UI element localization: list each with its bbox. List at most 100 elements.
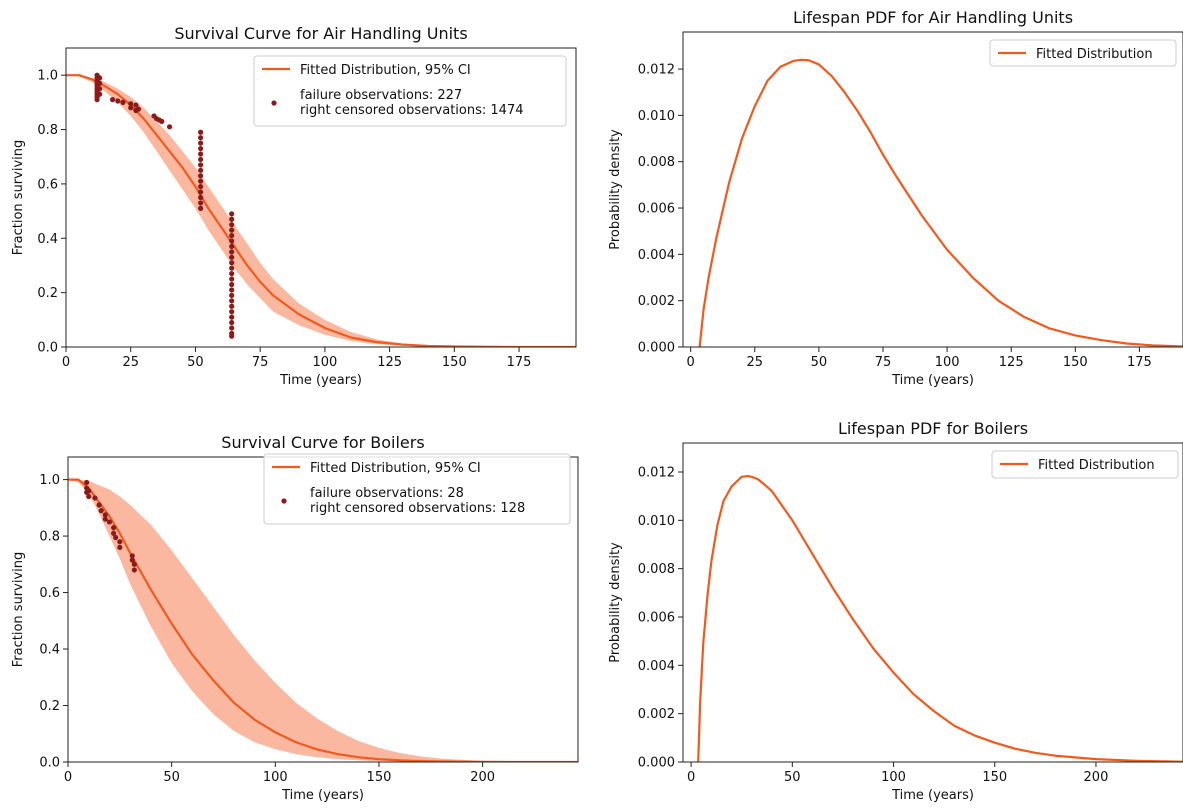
y-tick-label: 0.000 (638, 341, 675, 356)
chart-panel-2: 0 25 50 75 100 125 150 175 0.000 0.002 0.004 0.006 0… (608, 8, 1183, 388)
y-tick-label: 0.0 (39, 756, 60, 771)
observation-point (133, 102, 139, 108)
observation-point (229, 298, 235, 304)
fitted-distribution-line (68, 478, 578, 762)
observation-point (92, 495, 98, 501)
chart-title: Survival Curve for Air Handling Units (174, 24, 467, 43)
observation-point (229, 232, 235, 239)
fitted-distribution-line (698, 58, 1183, 347)
y-axis-label: Fraction surviving (11, 552, 26, 667)
observation-point (198, 173, 204, 179)
x-tick-label: 25 (747, 355, 764, 370)
observation-point (229, 265, 235, 271)
y-tick-label: 0.8 (39, 530, 60, 545)
observation-point (94, 97, 100, 103)
x-tick-label: 200 (1084, 770, 1109, 785)
x-tick-label: 150 (982, 770, 1007, 785)
chart-panel-4: 0 50 100 150 200 0.000 0.002 0.004 0.006 0.008 0.0… (608, 419, 1183, 803)
x-tick-label: 125 (377, 355, 402, 370)
observation-point (229, 281, 235, 288)
observation-point (111, 525, 117, 531)
x-tick-label: 200 (470, 770, 495, 785)
x-tick-label: 100 (312, 355, 337, 370)
observation-point (229, 309, 235, 315)
observation-point (117, 544, 123, 550)
observation-point (229, 303, 235, 309)
observation-point (86, 493, 92, 500)
x-tick-label: 150 (367, 770, 392, 785)
observation-point (229, 254, 235, 260)
observation-point (96, 502, 102, 508)
y-axis-label: Probability density (608, 129, 623, 250)
x-tick-label: 100 (881, 770, 906, 785)
x-tick-label: 75 (252, 355, 269, 370)
y-tick-label: 0.006 (638, 202, 675, 217)
observation-point (198, 140, 204, 146)
observation-point (198, 184, 204, 190)
plot-area (66, 72, 576, 347)
y-tick-label: 0.4 (39, 643, 60, 658)
x-tick-label: 50 (163, 770, 180, 785)
observation-point (115, 98, 121, 104)
observation-point (159, 118, 165, 124)
y-tick-label: 0.000 (638, 756, 675, 771)
observation-point (229, 216, 235, 222)
observation-point (97, 86, 103, 92)
observation-point (131, 561, 137, 567)
legend: Fitted Distribution, 95% CI failure obser… (263, 453, 571, 525)
observation-point (131, 567, 137, 573)
observation-point (102, 512, 108, 518)
plot-area (697, 475, 1183, 762)
observation-point (109, 97, 116, 103)
x-tick-label: 125 (999, 355, 1024, 370)
plot-area (68, 478, 578, 762)
y-tick-label: 0.6 (39, 586, 60, 601)
observation-point (229, 319, 235, 326)
ci-band (68, 479, 578, 762)
y-tick-label: 1.0 (39, 473, 60, 488)
observation-point (229, 238, 235, 244)
y-axis-label: Probability density (608, 542, 623, 663)
x-tick-label: 50 (784, 770, 801, 785)
observation-point (198, 189, 204, 195)
y-tick-label: 0.010 (638, 109, 675, 124)
y-tick-label: 0.008 (638, 155, 675, 170)
observation-point (198, 200, 204, 206)
observation-point (198, 156, 204, 163)
legend-point-swatch (281, 498, 287, 504)
observation-point (198, 162, 204, 168)
observation-point (198, 135, 204, 141)
y-tick-label: 0.2 (39, 699, 60, 714)
observation-point (198, 167, 204, 173)
fitted-distribution-line (697, 475, 1183, 762)
observation-point (106, 519, 113, 525)
observation-point (229, 314, 235, 320)
y-tick-label: 0.6 (37, 177, 58, 192)
x-tick-label: 50 (811, 355, 828, 370)
chart-title: Lifespan PDF for Air Handling Units (793, 8, 1073, 27)
observation-point (229, 333, 235, 339)
x-tick-label: 175 (1127, 355, 1152, 370)
y-tick-label: 0.2 (37, 286, 58, 301)
observation-point (198, 178, 204, 184)
legend: Fitted Distribution, 95% CI failure obser… (253, 55, 567, 127)
legend-label: failure observations: 227 (300, 88, 462, 103)
x-tick-label: 175 (507, 355, 532, 370)
x-tick-label: 150 (442, 355, 467, 370)
legend: Fitted Distribution (989, 39, 1177, 67)
legend-label: Fitted Distribution, 95% CI (310, 461, 481, 476)
x-axis-label: Time (years) (891, 788, 974, 803)
observation-point (97, 91, 103, 97)
observation-point (113, 534, 119, 541)
axes-frame (682, 31, 1183, 348)
chart-title: Survival Curve for Boilers (221, 433, 424, 452)
observation-point (229, 325, 235, 331)
y-tick-label: 0.002 (638, 294, 675, 309)
x-tick-label: 0 (64, 770, 72, 785)
y-tick-label: 0.4 (37, 232, 58, 247)
observation-point (84, 479, 90, 486)
observation-point (229, 222, 235, 228)
observation-point (129, 553, 135, 559)
y-axis-label: Fraction surviving (11, 140, 26, 255)
y-tick-label: 0.004 (638, 659, 675, 674)
